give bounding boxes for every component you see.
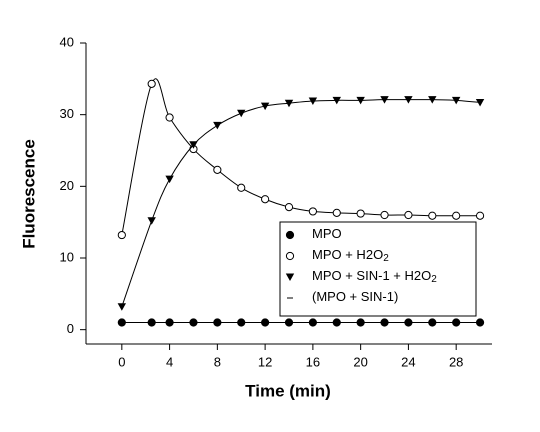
marker [308,97,318,106]
marker [428,96,437,104]
marker [404,210,413,220]
marker [380,210,389,220]
marker [165,113,174,122]
y-tick-label: 20 [60,178,74,193]
legend-label: MPO + H2O2 [312,247,389,264]
marker [404,96,413,104]
marker [284,203,294,212]
x-tick-label: 12 [258,354,272,369]
marker [356,209,365,218]
legend-label: (MPO + SIN-1) [312,289,398,304]
marker [356,96,365,105]
marker [189,141,198,149]
marker [165,175,174,184]
x-tick-label: 16 [306,354,320,369]
marker [213,121,222,130]
legend-label: MPO [312,226,342,241]
marker [475,98,485,107]
marker [428,211,437,220]
x-tick-label: 24 [401,354,415,369]
marker [308,207,317,216]
x-tick-label: 0 [118,354,125,369]
y-axis-title: Fluorescence [19,139,38,249]
legend-box [279,221,477,317]
x-tick-label: 4 [166,354,173,369]
y-tick-label: 40 [60,34,74,49]
marker [285,251,295,261]
x-tick-label: 8 [214,354,221,369]
marker [117,303,127,311]
marker [452,211,461,220]
marker [380,96,389,104]
marker [260,102,270,111]
marker [213,165,222,174]
marker [147,79,156,88]
x-tick-label: 20 [353,354,367,369]
marker [261,195,270,204]
marker [285,273,295,281]
marker [147,217,156,225]
marker [451,96,461,105]
marker [332,96,341,105]
y-tick-label: 0 [67,321,74,336]
y-tick-label: 10 [60,249,74,264]
marker [237,183,246,192]
marker [285,230,295,240]
marker [117,230,126,240]
series-line [121,99,481,307]
marker [284,99,294,108]
marker [475,211,485,220]
x-tick-label: 28 [449,354,463,369]
marker [237,109,246,118]
legend-label: MPO + SIN-1 + H2O2 [312,268,437,285]
x-axis-title: Time (min) [245,381,331,400]
y-tick-label: 30 [60,106,74,121]
marker [332,208,341,217]
